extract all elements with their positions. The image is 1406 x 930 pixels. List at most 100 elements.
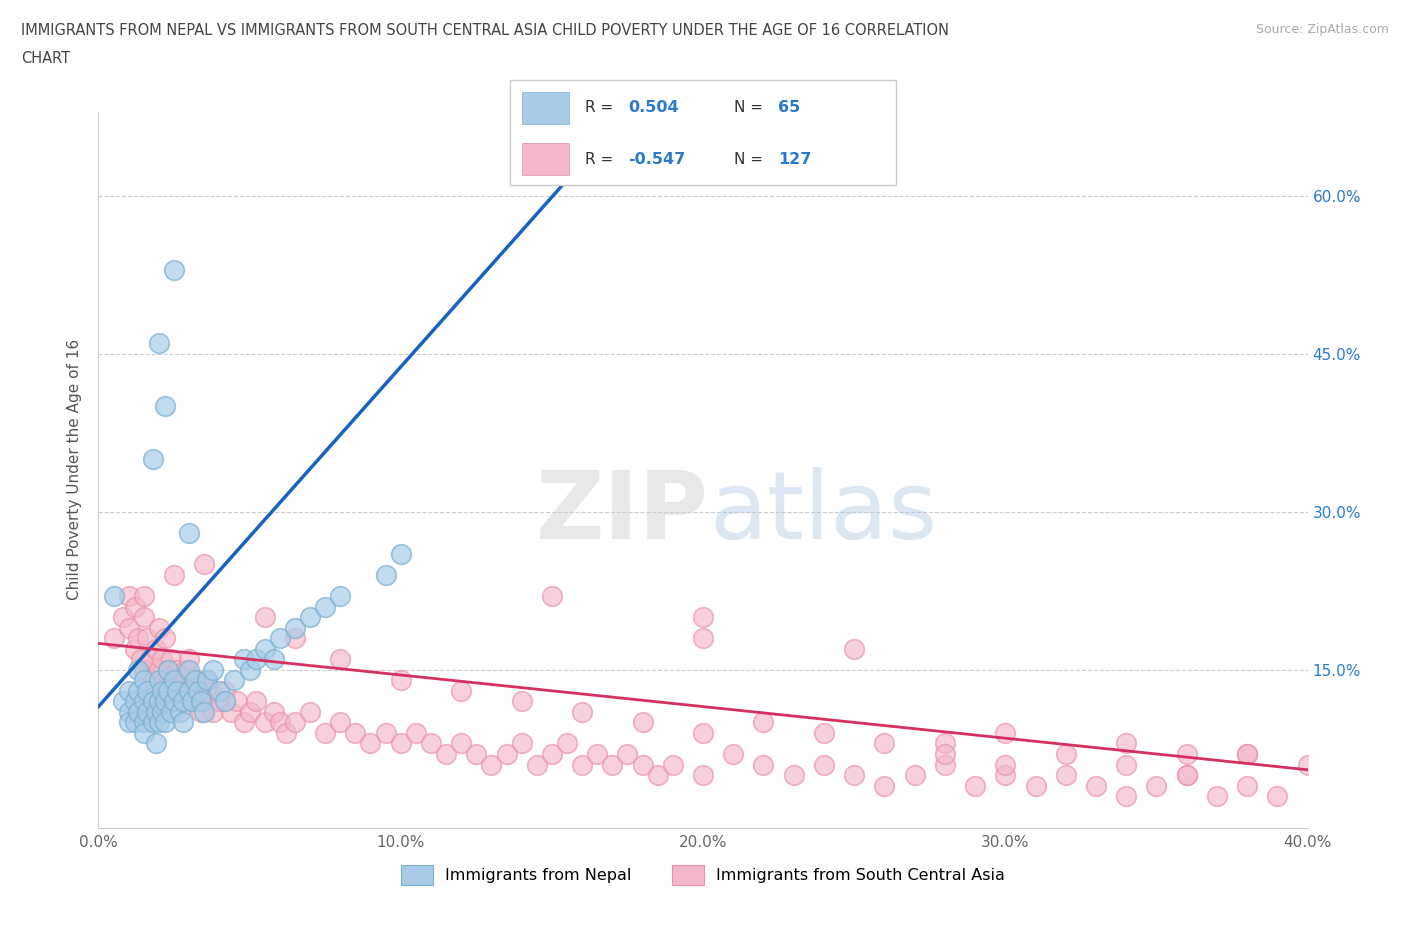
Point [187, 684, 209, 698]
Point [156, 662, 179, 677]
Point [193, 557, 215, 572]
Point [405, 725, 427, 740]
Point [752, 757, 775, 772]
Point [135, 704, 157, 719]
Point [148, 715, 170, 730]
Point [127, 662, 149, 677]
Point [214, 684, 236, 698]
Point [124, 599, 146, 614]
Point [163, 694, 186, 709]
Point [239, 662, 262, 677]
Point [1054, 767, 1077, 782]
Point [1024, 778, 1046, 793]
Point [148, 672, 170, 687]
Point [1267, 789, 1289, 804]
Point [156, 684, 179, 698]
Text: R =: R = [585, 100, 619, 115]
Point [389, 672, 412, 687]
Point [163, 694, 186, 709]
Point [148, 662, 170, 677]
Point [174, 662, 197, 677]
Point [314, 725, 336, 740]
Point [224, 672, 246, 687]
Point [179, 684, 201, 698]
FancyBboxPatch shape [522, 143, 569, 175]
Point [263, 704, 285, 719]
Point [172, 672, 194, 687]
Point [934, 747, 956, 762]
Point [179, 662, 201, 677]
Point [571, 704, 593, 719]
Point [1054, 747, 1077, 762]
Point [118, 589, 141, 604]
Point [187, 684, 209, 698]
Point [145, 704, 167, 719]
Point [1115, 736, 1137, 751]
Point [434, 747, 457, 762]
Point [1206, 789, 1229, 804]
Point [148, 336, 170, 351]
Point [783, 767, 806, 782]
Text: 0.504: 0.504 [628, 100, 679, 115]
Point [135, 631, 157, 645]
Point [510, 694, 533, 709]
Point [179, 684, 201, 698]
Point [132, 672, 155, 687]
Text: R =: R = [585, 152, 619, 166]
Point [389, 736, 412, 751]
Point [1115, 789, 1137, 804]
Point [145, 736, 167, 751]
Point [169, 684, 191, 698]
Point [263, 652, 285, 667]
Point [299, 704, 322, 719]
Point [495, 747, 517, 762]
Point [253, 642, 276, 657]
Point [555, 736, 578, 751]
Point [540, 589, 562, 604]
Point [118, 715, 141, 730]
Point [994, 757, 1017, 772]
Point [934, 757, 956, 772]
Legend: Immigrants from Nepal, Immigrants from South Central Asia: Immigrants from Nepal, Immigrants from S… [394, 859, 1012, 891]
Point [179, 652, 201, 667]
Point [132, 694, 155, 709]
Point [269, 631, 291, 645]
Point [616, 747, 638, 762]
Point [299, 610, 322, 625]
Point [994, 725, 1017, 740]
Text: ZIP: ZIP [536, 467, 709, 559]
Point [135, 684, 157, 698]
Point [692, 631, 714, 645]
Point [586, 747, 609, 762]
Point [284, 620, 307, 635]
Point [844, 642, 866, 657]
Point [450, 736, 472, 751]
Point [314, 599, 336, 614]
Point [200, 684, 222, 698]
Point [124, 642, 146, 657]
Point [111, 610, 134, 625]
Text: 65: 65 [778, 100, 800, 115]
Point [124, 715, 146, 730]
Point [132, 725, 155, 740]
Point [602, 757, 624, 772]
Point [156, 662, 179, 677]
Point [1175, 747, 1198, 762]
Point [1236, 778, 1258, 793]
Point [142, 672, 165, 687]
Point [329, 715, 352, 730]
Point [420, 736, 443, 751]
Point [153, 715, 176, 730]
Point [103, 589, 125, 604]
Point [172, 715, 194, 730]
Point [1085, 778, 1108, 793]
Point [172, 694, 194, 709]
Point [526, 757, 548, 772]
Point [692, 610, 714, 625]
Point [163, 567, 186, 582]
Point [360, 736, 382, 751]
FancyBboxPatch shape [522, 92, 569, 124]
Point [374, 567, 396, 582]
Point [142, 694, 165, 709]
Point [202, 704, 225, 719]
